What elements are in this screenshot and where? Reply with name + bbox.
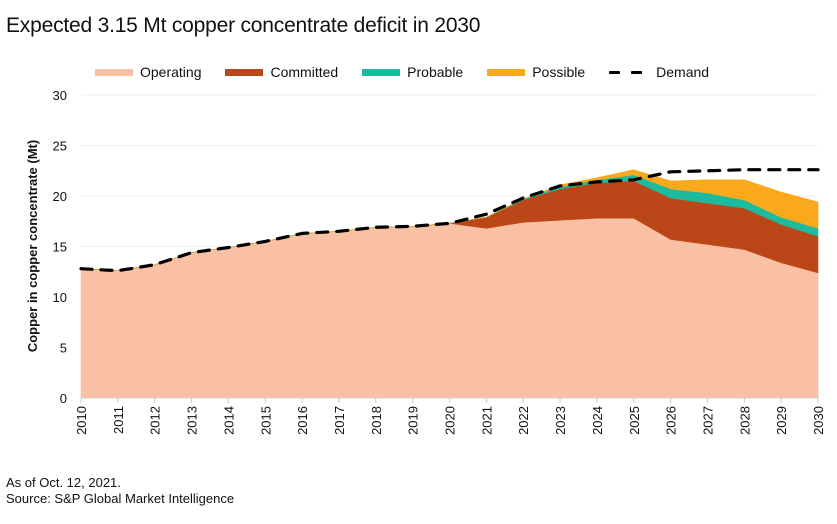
y-tick-label: 5 [60,341,67,356]
x-tick-label: 2029 [774,406,789,435]
x-tick-label: 2017 [332,406,347,435]
x-tick-label: 2016 [295,406,310,435]
x-tick-label: 2019 [406,406,421,435]
x-tick-label: 2024 [590,406,605,435]
source-note: Source: S&P Global Market Intelligence [6,491,235,506]
legend-item-possible: Possible [487,64,585,80]
legend-swatch-demand [609,69,649,76]
legend-swatch-committed [225,68,264,76]
as-of-note: As of Oct. 12, 2021. [6,475,121,490]
legend-swatch-probable [362,68,401,76]
area-possible [80,169,819,271]
y-tick-label: 0 [60,391,67,406]
x-tick-label: 2012 [148,406,163,435]
x-tick-label: 2020 [443,406,458,435]
legend-swatch-operating [95,68,133,76]
legend-label-possible: Possible [532,64,586,80]
x-tick-label: 2025 [627,406,642,435]
x-tick-label: 2013 [185,406,200,435]
area-operating [80,217,819,399]
legend-label-demand: Demand [656,64,710,80]
x-tick-label: 2011 [111,406,126,434]
y-tick-label: 15 [53,240,67,255]
legend-label-committed: Committed [270,64,339,80]
x-tick-label: 2014 [221,406,236,435]
x-tick-label: 2021 [479,406,494,435]
chart-title: Expected 3.15 Mt copper concentrate defi… [6,14,481,37]
area-layers [80,169,819,399]
legend-item-committed: Committed [225,64,338,80]
x-tick-label: 2028 [737,406,752,435]
line-demand [79,168,820,273]
x-tick-label: 2010 [74,406,89,435]
legend-swatch-possible [487,68,526,76]
y-tick-label: 30 [53,88,67,103]
x-tick-label: 2026 [664,406,679,435]
y-tick-label: 25 [53,139,67,154]
legend-label-operating: Operating [140,64,202,80]
chart-legend: Operating Committed Probable Possible De… [95,64,733,80]
legend-item-probable: Probable [362,64,463,80]
x-tick-label: 2023 [553,406,568,435]
x-tick-label: 2027 [700,406,715,435]
y-tick-label: 20 [53,189,67,204]
legend-label-probable: Probable [407,64,464,80]
legend-item-operating: Operating [95,64,201,80]
chart-footer: As of Oct. 12, 2021. Source: S&P Global … [6,475,234,507]
y-axis-title: Copper in copper concentrate (Mt) [25,140,40,352]
y-tick-label: 10 [53,290,67,305]
legend-item-demand: Demand [609,64,709,80]
x-tick-label: 2022 [516,406,531,435]
x-tick-label: 2018 [369,406,384,435]
demand-line-group [79,168,820,273]
x-tick-label: 2030 [811,406,826,435]
x-tick-label: 2015 [258,406,273,435]
